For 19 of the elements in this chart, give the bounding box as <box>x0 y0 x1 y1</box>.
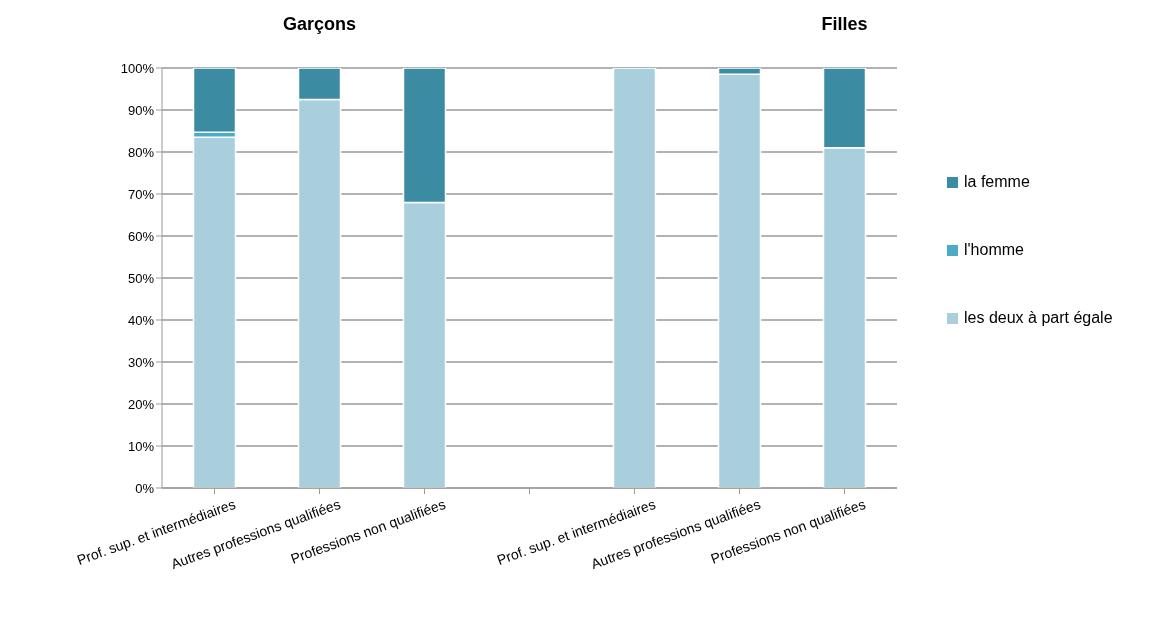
y-tick-label: 100% <box>120 60 155 76</box>
y-tick-label: 70% <box>127 186 155 202</box>
y-tick-label: 80% <box>127 144 155 160</box>
y-tick-label: 20% <box>127 396 155 412</box>
bar <box>192 68 237 134</box>
y-tick-label: 30% <box>127 354 155 370</box>
y-tick-label: 90% <box>127 102 155 118</box>
y-tick-label: 50% <box>127 270 155 286</box>
text: Filles <box>820 14 869 35</box>
y-tick-label: 10% <box>127 438 155 454</box>
y-tick-label: 40% <box>127 312 155 328</box>
y-tick-label: 0% <box>135 480 155 496</box>
legend-label: la femme <box>963 173 1031 191</box>
legend-label: les deux à part égale <box>963 309 1113 327</box>
bar <box>612 68 657 488</box>
y-tick-label: 60% <box>127 228 155 244</box>
legend-label: l'homme <box>963 241 1025 259</box>
text: Garçons <box>282 14 357 35</box>
bar <box>192 136 237 488</box>
